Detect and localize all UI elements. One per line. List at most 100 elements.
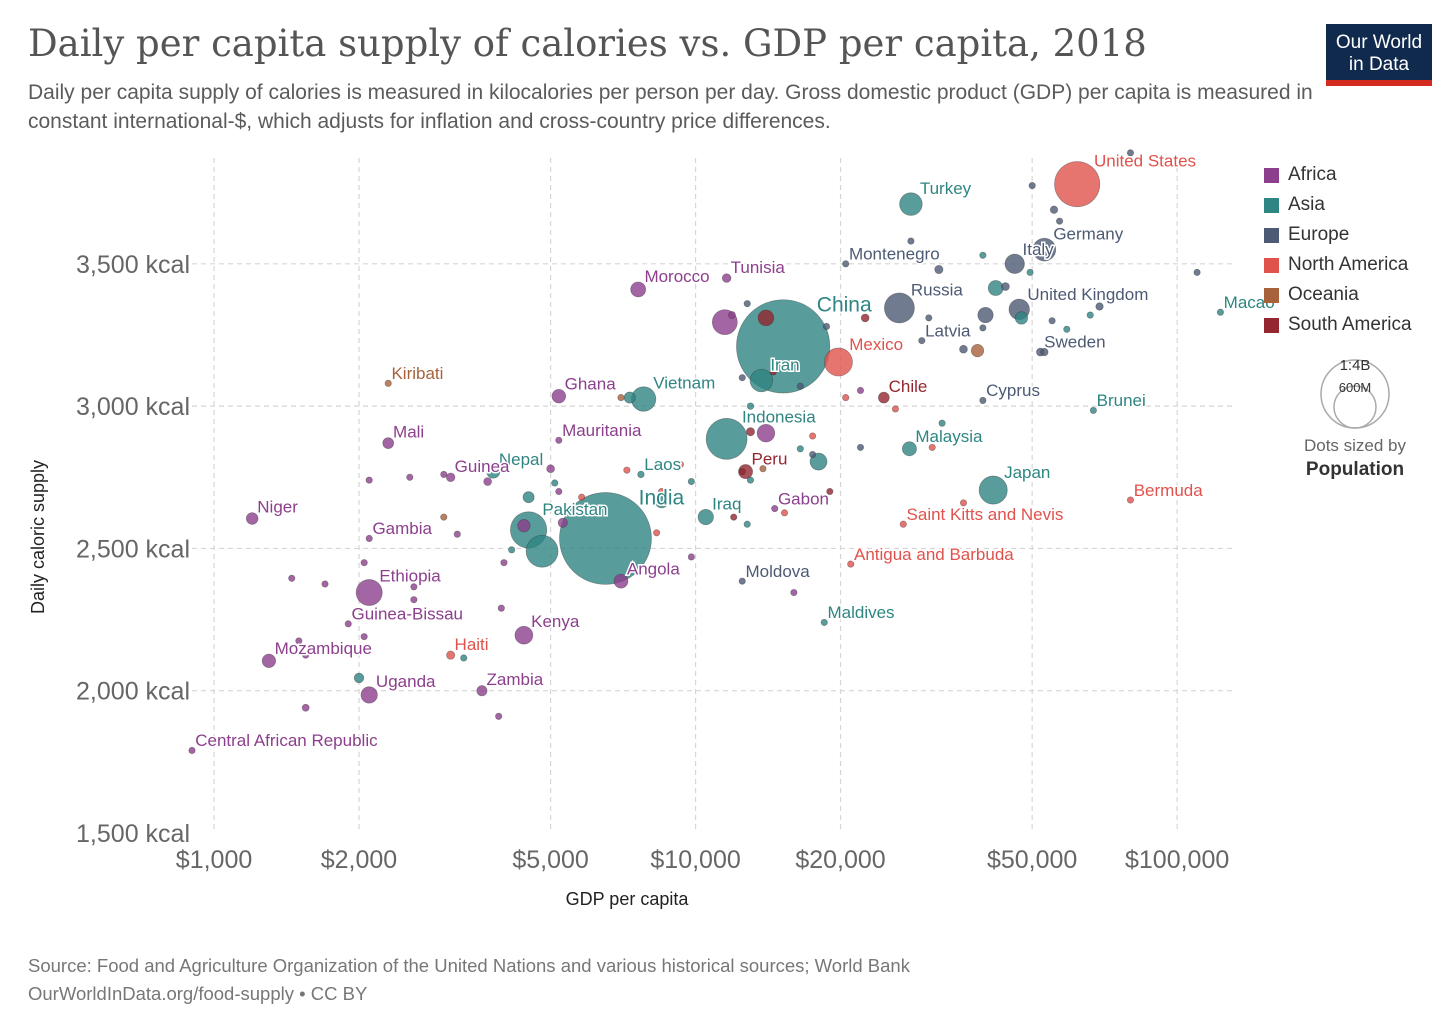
point[interactable] <box>928 443 936 451</box>
point[interactable] <box>440 470 448 478</box>
point-ghana[interactable] <box>551 388 567 404</box>
point-germany[interactable] <box>1032 237 1057 262</box>
point[interactable] <box>1040 347 1049 357</box>
point[interactable] <box>743 520 751 528</box>
point[interactable] <box>780 509 789 517</box>
point[interactable] <box>687 553 695 561</box>
point-cyprus[interactable] <box>979 396 987 404</box>
point[interactable] <box>302 651 310 659</box>
point[interactable] <box>557 517 568 528</box>
point[interactable] <box>796 445 804 453</box>
owid-logo[interactable]: Our World in Data <box>1326 24 1432 86</box>
point[interactable] <box>460 654 468 662</box>
point-gambia[interactable] <box>365 534 373 543</box>
point-niger[interactable] <box>245 512 259 525</box>
point-morocco[interactable] <box>630 281 647 298</box>
point[interactable] <box>1049 205 1059 214</box>
point[interactable] <box>522 491 535 504</box>
point[interactable] <box>1001 282 1010 291</box>
point[interactable] <box>959 499 968 507</box>
point[interactable] <box>623 391 636 404</box>
point[interactable] <box>1014 311 1029 325</box>
point[interactable] <box>745 427 755 437</box>
point[interactable] <box>687 477 695 486</box>
point[interactable] <box>360 559 368 567</box>
point[interactable] <box>822 322 831 330</box>
point[interactable] <box>525 534 559 568</box>
point[interactable] <box>483 477 492 486</box>
point[interactable] <box>746 476 755 484</box>
point[interactable] <box>1063 325 1071 333</box>
point[interactable] <box>728 311 736 319</box>
point[interactable] <box>938 419 946 427</box>
point-uganda[interactable] <box>360 686 378 704</box>
point-moldova[interactable] <box>738 577 746 585</box>
legend-item-europe[interactable]: Europe <box>1264 220 1412 250</box>
point[interactable] <box>738 468 746 476</box>
credit-text[interactable]: OurWorldInData.org/food-supply • CC BY <box>28 983 368 1004</box>
point-italy[interactable] <box>1004 253 1025 274</box>
point-laos[interactable] <box>637 470 645 479</box>
point[interactable] <box>743 300 751 308</box>
point[interactable] <box>891 405 899 413</box>
point-nepal[interactable] <box>486 464 501 479</box>
point-iran[interactable] <box>749 368 774 393</box>
legend-item-north-america[interactable]: North America <box>1264 250 1412 280</box>
point[interactable] <box>410 583 418 591</box>
point[interactable] <box>517 519 531 533</box>
point[interactable] <box>925 314 933 322</box>
point[interactable] <box>842 394 850 402</box>
point-montenegro[interactable] <box>842 260 850 268</box>
point[interactable] <box>406 473 414 481</box>
point-mali[interactable] <box>382 437 395 449</box>
point[interactable] <box>365 476 373 484</box>
point-tunisia[interactable] <box>721 273 732 283</box>
point[interactable] <box>934 265 944 275</box>
point[interactable] <box>295 637 303 645</box>
point[interactable] <box>360 633 368 641</box>
point-united-states[interactable] <box>1054 161 1101 208</box>
point-central-african-republic[interactable] <box>188 746 196 755</box>
legend-item-oceania[interactable]: Oceania <box>1264 280 1412 310</box>
point[interactable] <box>809 432 817 440</box>
point-saint-kitts-and-nevis[interactable] <box>899 520 907 528</box>
point[interactable] <box>746 402 755 410</box>
point[interactable] <box>623 466 631 474</box>
point-turkey[interactable] <box>899 192 923 216</box>
point-haiti[interactable] <box>446 650 456 660</box>
point[interactable] <box>653 529 661 537</box>
point[interactable] <box>508 546 516 554</box>
point-angola[interactable] <box>613 573 629 589</box>
legend-item-asia[interactable]: Asia <box>1264 190 1412 220</box>
point[interactable] <box>826 487 834 496</box>
point-brunei[interactable] <box>1089 406 1097 414</box>
point[interactable] <box>959 344 968 354</box>
point[interactable] <box>500 559 508 567</box>
point[interactable] <box>759 465 767 473</box>
point-kiribati[interactable] <box>384 379 392 387</box>
legend-item-south-america[interactable]: South America <box>1264 310 1412 340</box>
point[interactable] <box>907 237 915 245</box>
point[interactable] <box>856 443 865 451</box>
point[interactable] <box>555 487 563 496</box>
point-macao[interactable] <box>1216 308 1224 316</box>
point-guinea[interactable] <box>445 472 456 482</box>
point-ethiopia[interactable] <box>355 579 383 606</box>
point-russia[interactable] <box>884 292 915 324</box>
legend-item-africa[interactable]: Africa <box>1264 160 1412 190</box>
point[interactable] <box>676 460 684 469</box>
point[interactable] <box>977 307 994 324</box>
point[interactable] <box>979 324 987 332</box>
point[interactable] <box>756 423 776 443</box>
point[interactable] <box>970 344 985 358</box>
point[interactable] <box>790 588 798 597</box>
point-malaysia[interactable] <box>901 441 917 457</box>
point-zambia[interactable] <box>476 685 488 697</box>
point-indonesia[interactable] <box>705 418 748 460</box>
point[interactable] <box>979 251 987 259</box>
point[interactable] <box>617 394 625 402</box>
point[interactable] <box>353 672 365 684</box>
point[interactable] <box>410 596 418 604</box>
point[interactable] <box>1095 302 1104 311</box>
point[interactable] <box>1048 317 1056 325</box>
